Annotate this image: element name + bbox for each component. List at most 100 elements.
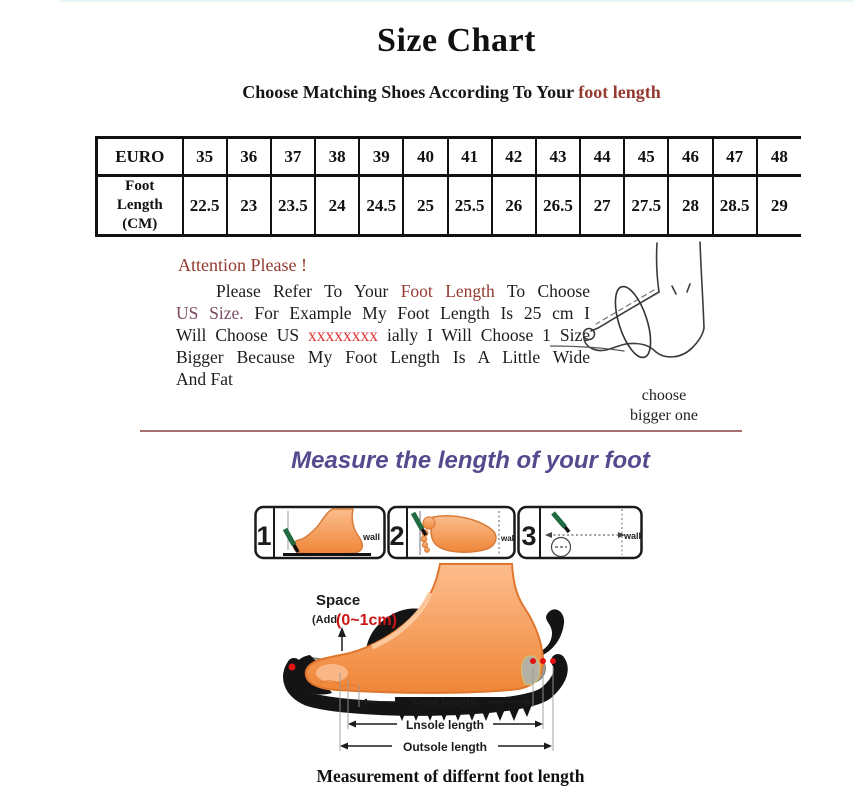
panel-border (517, 505, 643, 560)
size-header-cell: 35 (182, 137, 228, 177)
sketch-sole-line (583, 327, 705, 358)
size-header-cell: 41 (447, 137, 493, 177)
measure-steps-illustration: 1 wall 2 wall (254, 505, 643, 560)
toe (424, 547, 430, 553)
attention-text: For Example My Foot Length Is 25 cm I (243, 303, 591, 323)
pencil-icon (551, 511, 567, 529)
wall-label: wall (362, 532, 380, 542)
arrowhead (618, 532, 625, 538)
reference-dots (288, 658, 556, 671)
attention-text-purple: US Size. (176, 303, 244, 323)
choose-bigger-caption: choose bigger one (630, 387, 698, 424)
attention-text: And Fat (176, 369, 233, 389)
size-header-cell: 43 (535, 137, 582, 177)
foot-length-cell: 22.5 (182, 175, 228, 236)
foot-length-cell: 29 (770, 195, 788, 215)
sketch-instep-line (590, 291, 660, 332)
sketch-pointer-line (550, 345, 625, 352)
size-header-cell: 42 (491, 137, 537, 177)
step-number: 3 (521, 521, 536, 551)
add-value-label: (0~1cm) (336, 612, 397, 629)
foot-length-row: Foot Length (CM) 22.5 23 23.5 24 24.5 25… (96, 175, 802, 236)
instep-highlight (371, 591, 433, 650)
section-divider (140, 430, 742, 432)
space-label: Space (316, 592, 360, 609)
step-panel-1: 1 wall (254, 505, 386, 560)
wall-label: wall (623, 531, 641, 541)
pencil-tip (420, 528, 428, 536)
outsole-length-label: Outsole length (403, 740, 487, 754)
top-decorative-strip (60, 0, 853, 5)
measure-arrowheads (340, 698, 552, 750)
size-table-header-row: EURO 35 36 37 38 39 40 41 42 43 44 45 46… (96, 137, 801, 177)
attention-text-red: xxxxxxxx (308, 325, 379, 345)
page-title: Size Chart (377, 22, 536, 59)
foot-length-label: Foot length (412, 696, 477, 710)
foot-length-cell: 28 (668, 175, 714, 236)
size-header-cell: 36 (226, 137, 272, 177)
space-arrowhead (338, 627, 346, 637)
big-toe (422, 516, 436, 530)
guide-lines (339, 667, 554, 751)
attention-line: Will Choose US xxxxxxxx ially I Will Cho… (176, 324, 590, 346)
attention-text-maroon: Foot Length (400, 281, 495, 301)
step-number: 1 (256, 521, 271, 551)
size-table: EURO 35 36 37 38 39 40 41 42 43 44 45 46… (95, 136, 801, 237)
foot-length-cell: 28.5 (712, 175, 758, 236)
attention-line: Bigger Because My Foot Length Is A Littl… (176, 346, 590, 368)
attention-text: ially I Will Choose 1 Size (378, 325, 590, 345)
foot-length-cell: 24.5 (359, 175, 405, 236)
measure-section-heading: Measure the length of your foot (291, 447, 650, 474)
size-header-cell: 47 (712, 137, 758, 177)
subtitle-text: Choose Matching Shoes According To Your (242, 82, 579, 102)
outsole-tread-zigzag (395, 697, 533, 721)
attention-text: Bigger Because My Foot Length Is A Littl… (176, 347, 590, 367)
euro-label-cell: EURO (96, 137, 184, 177)
pencil-tip (563, 525, 571, 534)
foot-sketch-illustration (550, 241, 705, 359)
pencil-tip (292, 544, 300, 553)
attention-line: And Fat (176, 368, 590, 390)
attention-text: Will Choose US (176, 325, 309, 345)
size-header-cell: 48 (756, 137, 801, 177)
sketch-ankle-dash (686, 283, 691, 293)
foot-measurement-diagram: Space (Add (0~1cm) Foot length Lnsole le… (283, 563, 568, 754)
bottom-caption: Measurement of differnt foot length (316, 766, 585, 786)
sketch-dashed-line (595, 289, 655, 325)
attention-text: To Choose (494, 281, 590, 301)
size-header-cell: 44 (580, 137, 626, 177)
foot-length-cell: 25 (403, 175, 449, 236)
subtitle: Choose Matching Shoes According To Your … (25, 82, 853, 103)
foot-length-cell: 25.5 (447, 175, 493, 236)
step-panel-2: 2 wall (387, 505, 516, 560)
foot-length-cell: 26.5 (535, 175, 582, 236)
heel-insole-patch (520, 655, 541, 686)
sketch-measure-loop (614, 285, 652, 359)
measure-arrow-lines (347, 701, 544, 747)
size-header-cell: 37 (270, 137, 317, 177)
foot-length-cell: 27.5 (624, 175, 670, 236)
toe-highlight (316, 664, 348, 682)
toe (420, 535, 428, 543)
attention-heading: Attention Please ! (178, 255, 307, 275)
arrowhead (545, 532, 552, 538)
attention-paragraph: Please Refer To Your Foot Length To Choo… (176, 280, 590, 390)
foot-length-cell: 27 (580, 175, 626, 236)
attention-line: Please Refer To Your Foot Length To Choo… (176, 280, 590, 302)
step-number: 2 (389, 521, 404, 551)
size-header-cell: 46 (668, 137, 714, 177)
pencil-icon (410, 511, 425, 531)
size-header-cell: 39 (359, 137, 405, 177)
size-header-cell: 38 (315, 137, 361, 177)
foot-length-cell: 24 (315, 175, 361, 236)
foot-length-cell: 26 (491, 175, 537, 236)
toe (421, 541, 429, 549)
wall-label: wall (500, 534, 516, 543)
add-prefix-label: (Add (312, 614, 337, 626)
attention-line: US Size. For Example My Foot Length Is 2… (176, 302, 590, 324)
subtitle-highlight: foot length (578, 82, 661, 102)
size-header-cell: 40 (403, 137, 449, 177)
heel-counter (530, 609, 565, 659)
foot-top-view (430, 515, 497, 553)
